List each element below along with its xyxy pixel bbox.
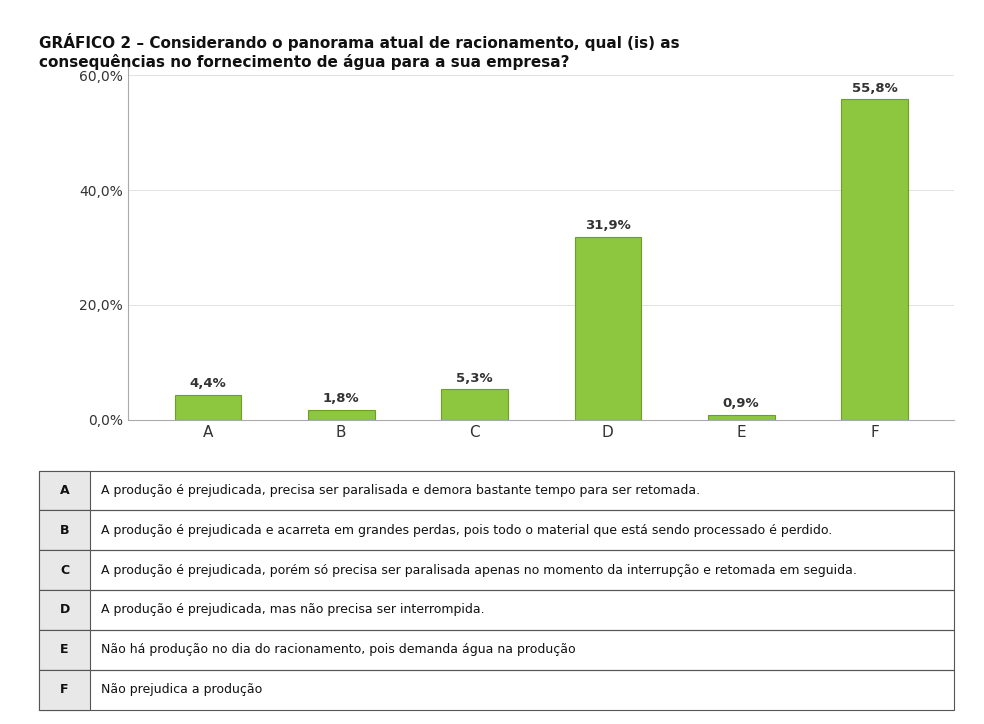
Text: A produção é prejudicada, mas não precisa ser interrompida.: A produção é prejudicada, mas não precis… bbox=[100, 604, 484, 616]
Bar bbox=[39, 590, 954, 630]
Text: Não há produção no dia do racionamento, pois demanda água na produção: Não há produção no dia do racionamento, … bbox=[100, 644, 576, 656]
Bar bbox=[39, 471, 954, 510]
Text: 31,9%: 31,9% bbox=[584, 219, 631, 232]
Bar bbox=[39, 590, 90, 630]
Bar bbox=[707, 415, 774, 420]
Bar bbox=[174, 395, 241, 420]
Text: GRÁFICO 2 – Considerando o panorama atual de racionamento, qual (is) as: GRÁFICO 2 – Considerando o panorama atua… bbox=[39, 33, 680, 51]
Text: 55,8%: 55,8% bbox=[851, 82, 897, 95]
Bar bbox=[441, 390, 508, 420]
Bar bbox=[39, 510, 954, 550]
Bar bbox=[575, 237, 642, 420]
Bar bbox=[39, 550, 954, 590]
Text: C: C bbox=[60, 564, 69, 576]
Bar bbox=[39, 630, 954, 670]
Bar bbox=[39, 670, 90, 710]
Text: Não prejudica a produção: Não prejudica a produção bbox=[100, 683, 262, 696]
Text: consequências no fornecimento de água para a sua empresa?: consequências no fornecimento de água pa… bbox=[39, 54, 570, 70]
Text: E: E bbox=[60, 644, 69, 656]
Text: F: F bbox=[60, 683, 69, 696]
Bar bbox=[39, 550, 90, 590]
Text: 5,3%: 5,3% bbox=[457, 372, 493, 385]
Text: 1,8%: 1,8% bbox=[323, 392, 359, 405]
Bar bbox=[39, 630, 90, 670]
Text: A produção é prejudicada, precisa ser paralisada e demora bastante tempo para se: A produção é prejudicada, precisa ser pa… bbox=[100, 484, 700, 497]
Bar bbox=[841, 99, 908, 420]
Text: 4,4%: 4,4% bbox=[190, 377, 226, 390]
Bar bbox=[39, 670, 954, 710]
Text: D: D bbox=[59, 604, 70, 616]
Bar bbox=[308, 410, 375, 420]
Bar bbox=[39, 510, 90, 550]
Text: A: A bbox=[60, 484, 69, 497]
Text: B: B bbox=[60, 524, 69, 536]
Text: 0,9%: 0,9% bbox=[723, 397, 760, 411]
Text: A produção é prejudicada, porém só precisa ser paralisada apenas no momento da i: A produção é prejudicada, porém só preci… bbox=[100, 564, 856, 576]
Bar bbox=[39, 471, 90, 510]
Text: A produção é prejudicada e acarreta em grandes perdas, pois todo o material que : A produção é prejudicada e acarreta em g… bbox=[100, 524, 831, 536]
